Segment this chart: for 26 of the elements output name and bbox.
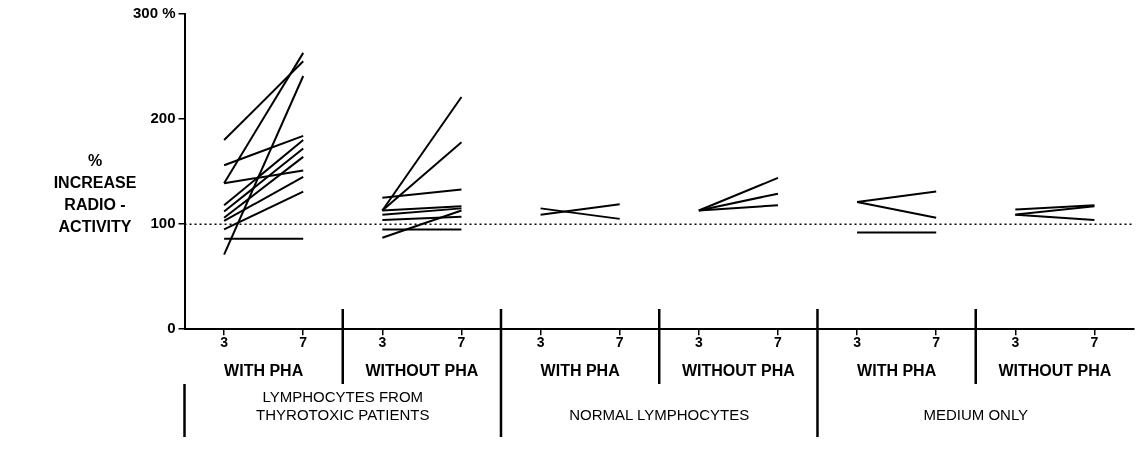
x-tick-label: 3: [853, 334, 862, 351]
x-tick-label: 7: [774, 334, 783, 351]
x-tick-label: 7: [615, 334, 624, 351]
x-tick-label: 7: [457, 334, 466, 351]
text: WITHOUT PHA: [681, 361, 796, 379]
y-tick-label: 100: [150, 214, 176, 232]
x-tick-label: 7: [932, 334, 941, 351]
y-tick-label: 300 %: [132, 4, 176, 22]
text: WITH PHA: [857, 361, 937, 379]
x-tick-label: 3: [378, 334, 387, 351]
y-axis-title: % INCREASE RADIO - ACTIVITY: [52, 151, 138, 237]
x-tick-label: 3: [536, 334, 545, 351]
text: LYMPHOCYTES FROM THYROTOXIC PATIENTS: [256, 388, 430, 424]
text: WITHOUT PHA: [998, 361, 1112, 379]
x-tick-label: 7: [299, 334, 308, 351]
text: WITH PHA: [540, 361, 621, 379]
x-tick-label: 7: [1090, 334, 1099, 351]
text: MEDIUM ONLY: [923, 406, 1029, 424]
x-tick-label: 3: [694, 334, 703, 351]
y-tick-label: 0: [167, 319, 176, 337]
text: NORMAL LYMPHOCYTES: [569, 406, 750, 424]
text: WITHOUT PHA: [365, 361, 479, 379]
x-tick-label: 3: [220, 334, 229, 351]
x-tick-label: 3: [1011, 334, 1020, 351]
text: WITH PHA: [224, 361, 304, 379]
y-tick-label: 200: [150, 109, 176, 127]
